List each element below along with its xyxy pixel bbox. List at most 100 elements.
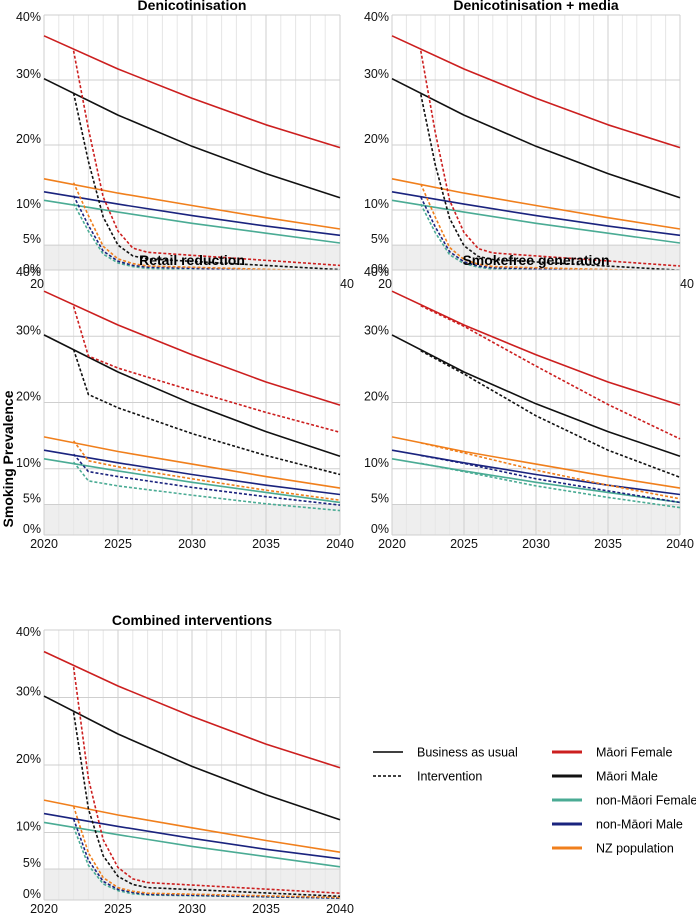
y-axis-label: Smoking Prevalence xyxy=(0,390,16,527)
legend-line-label: Intervention xyxy=(417,770,482,784)
chart-panel: Denicotinisation0%5%10%20%30%40%20202025… xyxy=(16,0,354,291)
chart-panel: Denicotinisation + media 0% 5% 10% 20% 30% 40%… xyxy=(364,0,694,291)
legend-line-label: Business as usual xyxy=(417,746,518,760)
y-tick-label: 0% xyxy=(371,262,389,276)
bau-line xyxy=(43,799,341,853)
legend-group-label: Māori Female xyxy=(596,746,672,760)
x-tick-label: 2020 xyxy=(378,537,406,551)
bau-line xyxy=(391,458,681,504)
y-tick-label: 10% xyxy=(364,197,389,211)
legend: Business as usual Intervention Māori Femal… xyxy=(373,746,696,856)
bau-line xyxy=(391,290,681,406)
bau-line xyxy=(43,35,341,149)
y-tick-label: 10% xyxy=(16,820,41,834)
x-tick-label: 2030 xyxy=(178,902,206,916)
bau-line xyxy=(43,191,341,237)
x-tick-label: 2035 xyxy=(252,902,280,916)
bau-line xyxy=(43,178,341,230)
y-tick-label: 10% xyxy=(16,197,41,211)
bau-line xyxy=(43,77,341,199)
bau-line xyxy=(43,821,341,868)
x-tick-label: 2020 xyxy=(30,902,58,916)
x-tick-label: 2035 xyxy=(252,537,280,551)
intervention-line xyxy=(72,203,341,274)
y-tick-label: 30% xyxy=(16,685,41,699)
y-tick-label: 10% xyxy=(364,456,389,470)
bau-line xyxy=(391,334,681,457)
intervention-line xyxy=(72,461,341,512)
intervention-line xyxy=(420,305,681,440)
legend-group-label: non-Māori Female xyxy=(596,794,696,808)
intervention-line xyxy=(72,50,341,267)
intervention-line xyxy=(72,818,341,899)
y-tick-label: 20% xyxy=(16,390,41,404)
panels: Denicotinisation 0% 5% 10% 20% 30% 40% 2020 2025… xyxy=(16,0,694,916)
intervention-line xyxy=(72,440,341,501)
legend-group-label: NZ population xyxy=(596,842,674,856)
x-tick-label: 2040 xyxy=(326,902,354,916)
y-tick-label: 30% xyxy=(364,67,389,81)
intervention-line xyxy=(420,94,681,271)
x-tick-label: 2025 xyxy=(450,537,478,551)
intervention-line xyxy=(72,182,341,273)
bau-line xyxy=(43,290,341,406)
chart-title: Denicotinisation + media xyxy=(453,0,619,13)
y-tick-label: 20% xyxy=(364,132,389,146)
x-tick-label: 2025 xyxy=(104,902,132,916)
y-tick-label: 20% xyxy=(364,390,389,404)
intervention-line xyxy=(72,712,341,898)
chart-title: Denicotinisation xyxy=(138,0,247,13)
legend-group-label: Māori Male xyxy=(596,770,658,784)
intervention-line xyxy=(72,453,341,506)
x-tick-label: 2040 xyxy=(666,537,694,551)
bau-line xyxy=(391,178,681,230)
bau-line xyxy=(43,650,341,769)
bau-line xyxy=(43,334,341,457)
x-tick-label: 2035 xyxy=(594,537,622,551)
bau-line xyxy=(43,449,341,496)
x-tick-label: 2020 xyxy=(30,537,58,551)
intervention-line xyxy=(420,183,681,273)
bau-line xyxy=(43,695,341,821)
y-tick-label: 20% xyxy=(16,752,41,766)
chart-title: Retail reduction xyxy=(139,252,245,268)
bau-line xyxy=(43,199,341,244)
y-tick-label: 40% xyxy=(364,10,389,24)
bau-line xyxy=(391,199,681,244)
intervention-line xyxy=(72,306,341,434)
chart-panel: Retail reduction 0% 5% 10% 20% 30% 40% 2020 2025… xyxy=(16,252,354,551)
chart-panel: Smokefree generation 0% 5% 10% 20% 30% 40% 2020… xyxy=(364,252,694,551)
y-tick-label: 5% xyxy=(23,856,41,870)
bau-line xyxy=(391,436,681,489)
y-tick-label: 5% xyxy=(371,492,389,506)
y-tick-label: 0% xyxy=(23,887,41,901)
y-tick-label: 40% xyxy=(364,265,389,279)
legend-group-label: non-Māori Male xyxy=(596,818,683,832)
y-tick-label: 30% xyxy=(16,323,41,337)
y-tick-label: 30% xyxy=(364,323,389,337)
y-tick-label: 10% xyxy=(16,456,41,470)
x-tick-label: 2025 xyxy=(104,537,132,551)
y-tick-label: 5% xyxy=(371,232,389,246)
x-tick-label: 2040 xyxy=(326,537,354,551)
intervention-line xyxy=(420,50,681,267)
intervention-line xyxy=(72,666,341,894)
intervention-line xyxy=(420,442,681,500)
intervention-line xyxy=(420,462,681,509)
x-tick-label: 2030 xyxy=(522,537,550,551)
intervention-line xyxy=(72,195,341,273)
y-tick-label: 40% xyxy=(16,10,41,24)
intervention-line xyxy=(420,454,681,504)
intervention-line xyxy=(420,350,681,479)
bau-line xyxy=(391,449,681,496)
y-tick-label: 0% xyxy=(23,262,41,276)
y-tick-label: 5% xyxy=(23,492,41,506)
y-tick-label: 5% xyxy=(23,232,41,246)
chart-title: Smokefree generation xyxy=(462,252,609,268)
bau-line xyxy=(391,191,681,237)
y-tick-label: 40% xyxy=(16,625,41,639)
y-tick-label: 0% xyxy=(23,522,41,536)
y-tick-label: 0% xyxy=(371,522,389,536)
